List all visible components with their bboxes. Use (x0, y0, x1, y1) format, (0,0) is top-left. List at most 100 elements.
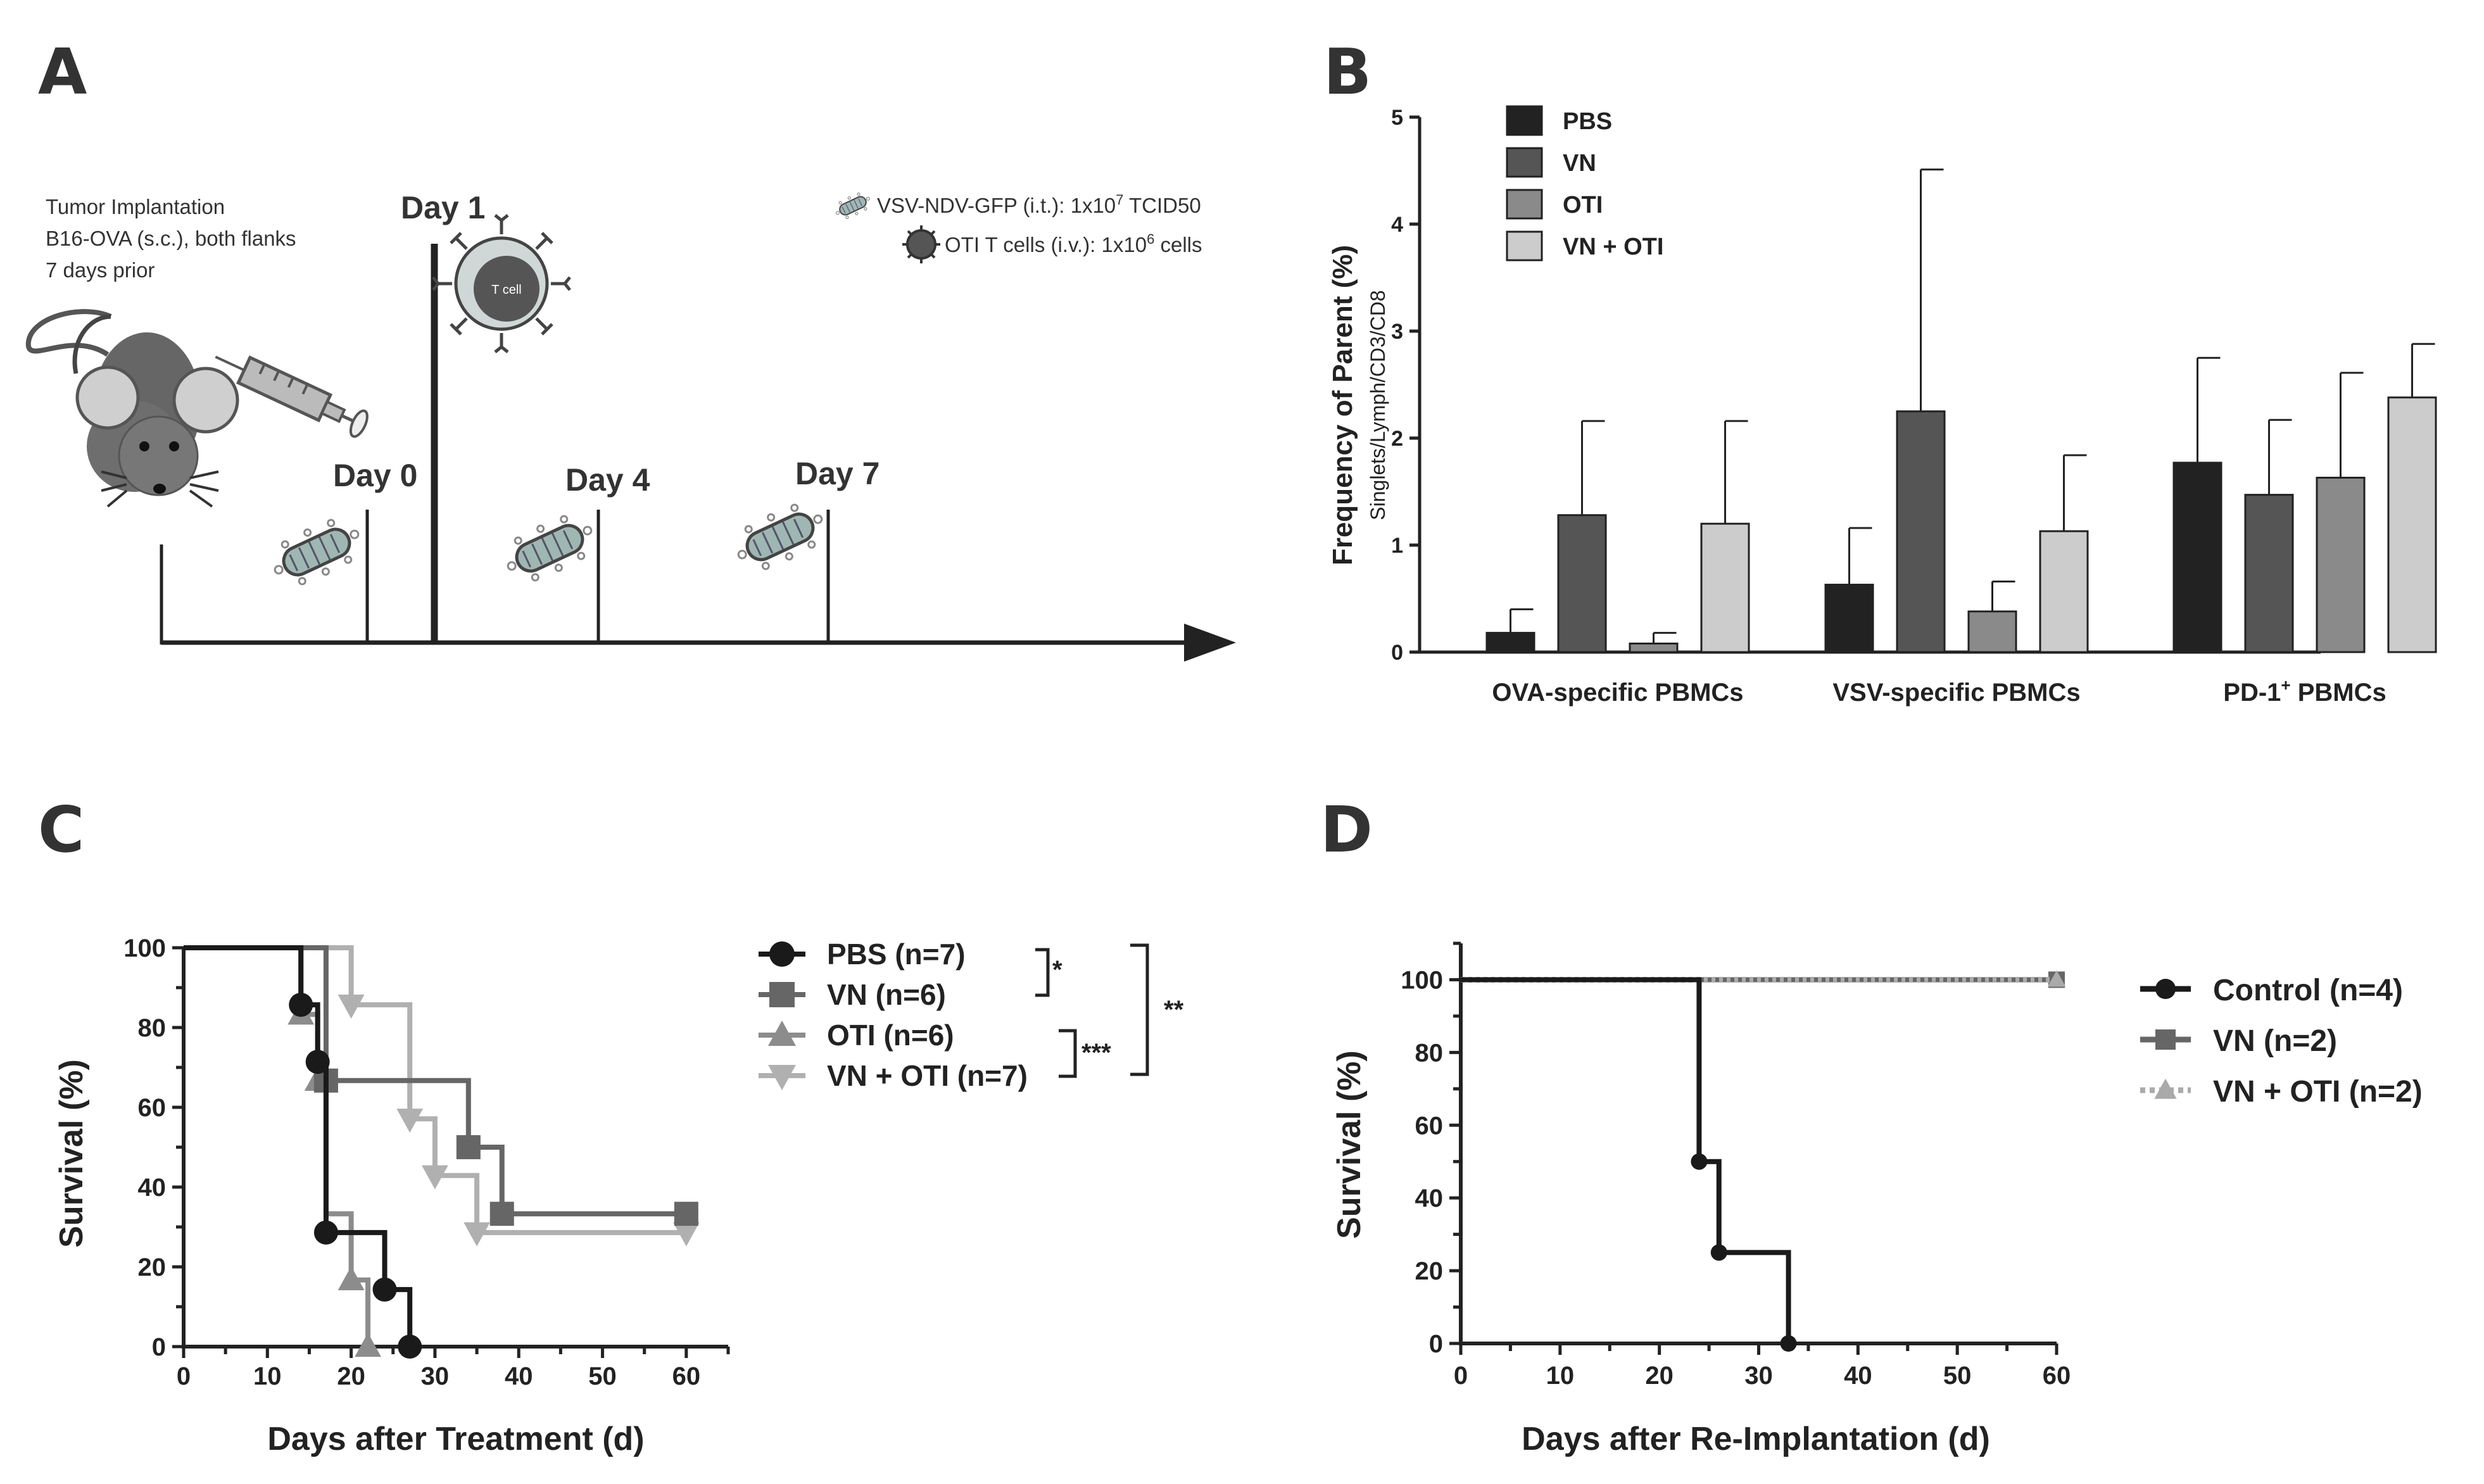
chart-c-xlabel: Days after Treatment (d) (267, 1421, 644, 1457)
chart-d-y-tick-label: 80 (1415, 1039, 1444, 1067)
chart-c-x-tick-label: 0 (177, 1362, 191, 1390)
chart-d-x-tick-label: 20 (1645, 1362, 1674, 1390)
panel-b-letter: B (1323, 35, 1371, 109)
chart-d-ylabel: Survival (%) (1331, 1050, 1368, 1239)
bar-pbs-3 (2172, 462, 2222, 653)
marker-vn-n-6 (489, 1202, 514, 1226)
legend-label-vn: VN (1563, 150, 1596, 177)
marker-vn-n-6 (674, 1202, 698, 1226)
chart-b-bars (1485, 168, 2437, 653)
chart-c-axes: 0 10 20 30 40 50 60 0 20 40 60 80 100 (123, 934, 730, 1390)
legend-swatch-pbs (1506, 105, 1543, 136)
legend-label-control-n-4: Control (n=4) (2213, 974, 2403, 1007)
marker-vn-oti-n-7 (463, 1222, 490, 1247)
chart-b-ylabel: Frequency of Parent (%) (1327, 245, 1358, 565)
marker-oti-n-6 (355, 1333, 381, 1357)
chart-c-x-tick-label: 10 (253, 1362, 282, 1390)
chart-c-ylabel: Survival (%) (53, 1059, 90, 1248)
chart-c-lines (184, 945, 700, 1359)
chart-d-x-tick-label: 30 (1744, 1362, 1773, 1390)
marker-vn-oti-n-7 (396, 1109, 424, 1133)
chart-d-x-tick-label: 0 (1454, 1362, 1468, 1390)
legend-marker-vn-n-6 (769, 982, 795, 1007)
chart-d-y-tick-label: 0 (1429, 1330, 1443, 1358)
marker-vn-oti-n-2 (2047, 970, 2066, 987)
chart-b-y-tick-label: 1 (1391, 534, 1403, 558)
chart-b-category-label: OVA-specific PBMCs (1492, 679, 1743, 707)
marker-vn-oti-n-7 (337, 994, 365, 1019)
legend-virus-text: VSV-NDV-GFP (i.t.): 1x107 TCID50 (877, 192, 1201, 217)
chart-b-legend: PBS VN OTI VN + OTI (1506, 105, 1663, 261)
chart-b-y-tick-label: 0 (1391, 641, 1403, 665)
bar-vn-oti-2 (2039, 530, 2089, 653)
legend-label-pbs: PBS (1563, 108, 1612, 135)
chart-d-y-tick-label: 60 (1415, 1112, 1444, 1140)
legend-label-vn-oti-n-7: VN + OTI (n=7) (827, 1059, 1028, 1092)
survival-line-vn-oti-n-7 (184, 945, 686, 1235)
syringe-illustration (215, 355, 369, 438)
legend-label-oti-n-6: OTI (n=6) (827, 1019, 954, 1052)
legend-tcell-icon (902, 225, 940, 263)
day-1-label: Day 1 (401, 190, 485, 225)
chart-d-y-tick-label: 20 (1415, 1257, 1444, 1285)
chart-b-ylabel-sub: Singlets/Lymph/CD3/CD8 (1366, 290, 1389, 520)
chart-d-y-tick-label: 100 (1401, 966, 1443, 994)
marker-vn-oti-n-7 (672, 1222, 700, 1247)
marker-control-n-4 (1691, 1153, 1708, 1170)
bar-oti-1 (1629, 642, 1679, 653)
implant-line-1: Tumor Implantation (46, 195, 225, 218)
virus-icon-day4 (498, 506, 601, 590)
marker-pbs-n-7 (289, 993, 313, 1017)
bracket-pbs-vn (1035, 948, 1050, 997)
chart-c-legend: PBS (n=7) VN (n=6) OTI (n=6) VN + OTI (n=7) (759, 938, 1028, 1092)
chart-d-axes: 0 10 20 30 40 50 60 0 20 40 60 80 100 (1401, 941, 2071, 1390)
legend-marker-pbs-n-7 (769, 941, 795, 967)
day-0-label: Day 0 (333, 458, 417, 493)
chart-d-x-tick-label: 50 (1943, 1362, 1972, 1390)
legend-label-vn-oti-n-2: VN + OTI (n=2) (2213, 1075, 2423, 1109)
chart-b-y-tick-label: 4 (1391, 213, 1403, 237)
panel-a-letter: A (38, 35, 87, 109)
day-7-label: Day 7 (795, 456, 879, 491)
marker-control-n-4 (1710, 1244, 1727, 1261)
marker-control-n-4 (1780, 1335, 1797, 1352)
marker-vn-n-6 (456, 1135, 481, 1159)
marker-pbs-n-7 (372, 1277, 397, 1302)
bracket-overall (1130, 943, 1149, 1076)
implant-line-2: B16-OVA (s.c.), both flanks (46, 227, 296, 250)
bar-oti-2 (1967, 610, 2017, 653)
legend-marker-vn-oti-n-2 (2154, 1078, 2177, 1099)
timeline (160, 244, 1236, 662)
chart-d: D 0 10 20 30 40 50 60 0 20 40 60 80 100 Days after R… (1320, 793, 2423, 1457)
legend-marker-vn-n-2 (2155, 1029, 2176, 1050)
bracket-oti-vnoti (1059, 1029, 1077, 1078)
legend-marker-control-n-4 (2155, 979, 2176, 999)
sig-overall: ** (1164, 996, 1184, 1024)
chart-c-x-tick-label: 30 (421, 1362, 450, 1390)
marker-pbs-n-7 (305, 1050, 330, 1074)
chart-b-category-label: PD-1+ PBMCs (2223, 676, 2386, 707)
legend-label-pbs-n-7: PBS (n=7) (827, 938, 966, 971)
panel-c-letter: C (38, 793, 84, 867)
chart-b-category-label: VSV-specific PBMCs (1832, 679, 2080, 707)
chart-b-labels: OVA-specific PBMCs VSV-specific PBMCs PD-1… (1492, 676, 2386, 707)
chart-d-x-tick-label: 40 (1844, 1362, 1872, 1390)
marker-pbs-n-7 (313, 1220, 338, 1245)
bar-vn-1 (1557, 514, 1607, 653)
legend-label-vn-n-6: VN (n=6) (827, 978, 946, 1011)
chart-c-y-tick-label: 80 (138, 1014, 167, 1042)
marker-vn-oti-n-7 (422, 1165, 448, 1190)
legend-label-vn-n-2: VN (n=2) (2213, 1024, 2337, 1058)
survival-line-control-n-4 (1461, 977, 1791, 1343)
bar-oti-3 (2316, 477, 2366, 653)
bar-pbs-1 (1485, 632, 1535, 653)
bar-vn-2 (1896, 410, 1946, 653)
virus-icon-day7 (728, 495, 831, 579)
chart-d-lines (1461, 970, 2066, 1352)
legend-marker-oti-n-6 (768, 1021, 796, 1046)
legend-label-vn-oti: VN + OTI (1563, 234, 1663, 260)
bar-vn-3 (2244, 494, 2294, 653)
chart-b-y-tick-label: 2 (1391, 427, 1403, 451)
legend-tcell-text: OTI T cells (i.v.): 1x106 cells (945, 231, 1202, 256)
chart-c-x-tick-label: 20 (337, 1362, 365, 1390)
